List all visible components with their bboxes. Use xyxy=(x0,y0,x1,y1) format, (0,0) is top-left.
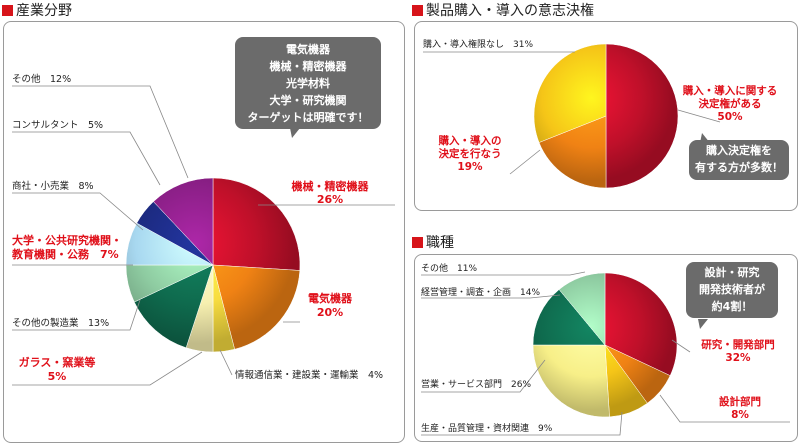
pie-slice xyxy=(153,177,214,266)
slice-label: 商社・小売業 8% xyxy=(12,180,94,192)
pie-slice xyxy=(133,264,214,349)
leader-line xyxy=(12,351,203,386)
leader-line xyxy=(12,192,144,231)
authority-title: 製品購入・導入の意志決権 xyxy=(412,0,594,20)
red-square-icon xyxy=(412,236,423,248)
leader-line xyxy=(421,271,586,276)
pie-slice xyxy=(605,43,679,189)
slice-label: 決定権がある xyxy=(699,97,762,110)
slice-label: 生産・品質管理・資材関連 9% xyxy=(421,422,553,434)
slice-label: その他 11% xyxy=(421,262,477,274)
authority-callout-tail xyxy=(700,133,710,143)
pie-slice xyxy=(212,264,301,350)
slice-label: 購入・導入の xyxy=(438,134,502,147)
industry-title: 産業分野 xyxy=(2,0,72,20)
slice-label: 50% xyxy=(717,111,743,123)
slice-label: 大学・公共研究機関・ xyxy=(12,233,122,247)
slice-label: 情報通信業・建設業・運輸業 4% xyxy=(235,369,383,381)
leader-line xyxy=(219,349,233,376)
leader-line xyxy=(12,131,161,186)
slice-label: 決定を行なう xyxy=(439,147,502,160)
industry-callout: 電気機器 機械・精密機器 光学材料 大学・研究機関 ターゲットは明確です！ xyxy=(235,37,381,129)
slice-label: 8% xyxy=(731,409,749,421)
occupation-title: 職種 xyxy=(412,232,454,252)
slice-label: 26% xyxy=(317,193,343,206)
pie-slice xyxy=(604,272,678,376)
pie-slice xyxy=(533,43,607,143)
slice-label: 購入・導入に関する xyxy=(682,84,778,97)
slice-label: 設計部門 xyxy=(719,395,761,408)
slice-label: その他 12% xyxy=(12,73,71,85)
occupation-callout-tail xyxy=(698,319,708,329)
slice-label: 5% xyxy=(48,370,67,383)
slice-label: 経営管理・調査・企画 14% xyxy=(421,286,540,298)
leader-line xyxy=(671,339,691,353)
slice-label: 19% xyxy=(457,161,483,173)
pie-slice xyxy=(532,344,610,418)
slice-label: 機械・精密機器 xyxy=(292,179,370,193)
industry-callout-tail xyxy=(290,128,300,138)
slice-label: 営業・サービス部門 26% xyxy=(421,378,531,390)
authority-callout: 購入決定権を 有する方が多数！ xyxy=(689,140,789,180)
pie-slice xyxy=(212,177,301,271)
pie-slice xyxy=(532,289,606,346)
slice-label: 32% xyxy=(725,352,751,364)
red-square-icon xyxy=(412,4,423,16)
leader-line xyxy=(12,85,189,179)
leader-line xyxy=(12,299,141,331)
slice-label: 電気機器 xyxy=(308,291,353,305)
leader-line xyxy=(421,294,561,299)
red-square-icon xyxy=(2,4,13,16)
pie-slice xyxy=(558,272,606,346)
slice-label: 20% xyxy=(317,306,343,319)
leader-line xyxy=(421,411,623,436)
slice-label: 購入・導入権限なし 31% xyxy=(423,38,533,50)
leader-line xyxy=(509,149,541,175)
occupation-callout: 設計・研究 開発技術者が 約4割！ xyxy=(686,262,778,318)
slice-label: コンサルタント 5% xyxy=(12,120,103,131)
slice-label: 教育機関・公務 7% xyxy=(11,247,119,261)
slice-label: ガラス・窯業等 xyxy=(19,355,96,369)
leader-line xyxy=(421,359,546,393)
leader-line xyxy=(659,394,790,423)
slice-label: 研究・開発部門 xyxy=(701,338,775,351)
leader-line xyxy=(677,109,721,123)
pie-slice xyxy=(538,115,607,189)
slice-label: その他の製造業 13% xyxy=(12,317,109,329)
